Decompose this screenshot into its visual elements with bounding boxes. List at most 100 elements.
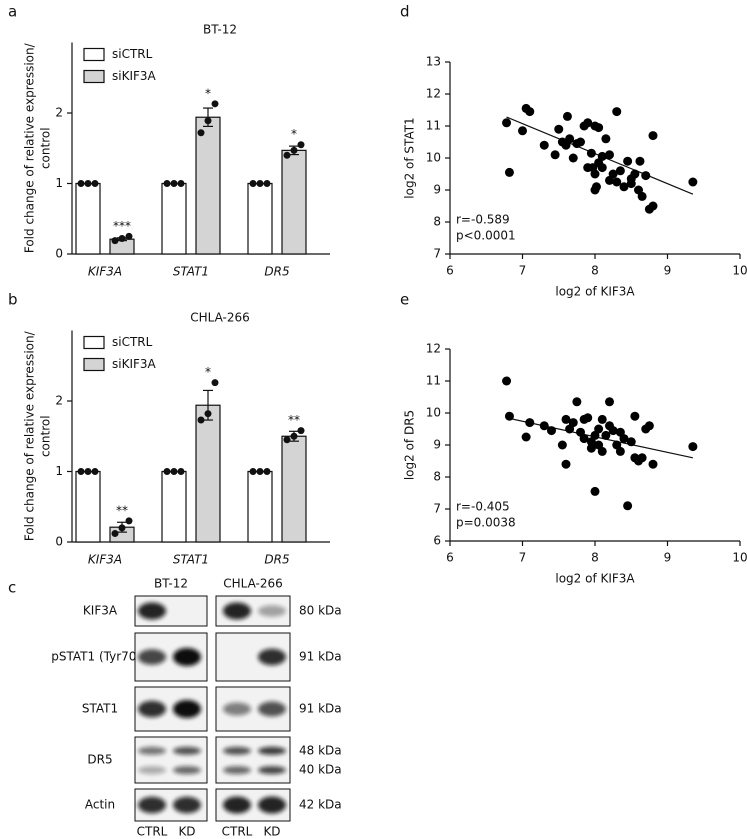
data-point: [249, 180, 257, 187]
band: [138, 700, 166, 718]
legend-swatch: [83, 357, 105, 372]
data-point: [579, 414, 589, 424]
data-point: [594, 123, 604, 133]
data-point: [111, 530, 119, 538]
cell-line-label: CHLA-266: [223, 577, 283, 591]
y-axis-label: Fold change of relative expression/: [23, 42, 37, 253]
x-tick-label: DR5: [264, 265, 289, 279]
data-point: [623, 501, 633, 511]
data-point: [626, 437, 636, 447]
significance-label: **: [288, 413, 300, 427]
size-label: 80 kDa: [299, 604, 342, 618]
y-tick-label: 13: [426, 55, 441, 69]
bar: [247, 470, 273, 543]
y-tick-label: 0: [55, 247, 63, 261]
data-point: [615, 166, 625, 176]
band: [258, 605, 286, 617]
y-tick-label: 8: [433, 470, 441, 484]
data-point: [204, 117, 212, 125]
data-point: [539, 421, 549, 431]
stat-label: p=0.0038: [456, 516, 516, 530]
row-label: STAT1: [82, 702, 118, 716]
stat-label: p<0.0001: [456, 229, 516, 243]
bar: [161, 470, 187, 543]
data-point: [249, 468, 257, 475]
data-point: [211, 379, 219, 387]
data-point: [525, 418, 535, 428]
data-point: [568, 418, 578, 428]
band: [173, 648, 201, 666]
data-point: [637, 191, 647, 201]
significance-label: *: [291, 127, 297, 141]
band: [173, 766, 201, 775]
data-point: [562, 111, 572, 121]
data-point: [688, 177, 698, 187]
panel-label: d: [400, 3, 410, 21]
band: [223, 796, 251, 814]
data-point: [612, 177, 622, 187]
data-point: [283, 436, 291, 444]
lane-label: CTRL: [137, 825, 168, 839]
band: [223, 746, 251, 755]
y-tick-label: 9: [433, 438, 441, 452]
data-point: [263, 468, 271, 475]
legend-label: siKIF3A: [112, 357, 157, 371]
band: [173, 746, 201, 755]
blot-frame: [215, 736, 291, 784]
data-point: [688, 442, 698, 452]
y-tick-label: 1: [55, 176, 63, 190]
x-tick-label: 7: [519, 264, 527, 278]
lane-label: KD: [263, 825, 280, 839]
data-point: [561, 414, 571, 424]
significance-label: *: [205, 365, 211, 379]
x-axis-label: log2 of KIF3A: [555, 572, 635, 586]
panel-label: e: [400, 291, 409, 309]
y-tick-label: 1: [55, 464, 63, 478]
data-point: [297, 141, 305, 149]
data-point: [572, 397, 582, 407]
data-point: [547, 426, 556, 436]
size-label: 91 kDa: [299, 650, 342, 664]
size-label: 91 kDa: [299, 702, 342, 716]
stat-label: r=-0.589: [456, 213, 510, 227]
data-point: [590, 169, 600, 179]
x-tick-label: 8: [591, 264, 599, 278]
data-point: [297, 427, 305, 435]
x-tick-label: 7: [519, 551, 527, 565]
fit-line: [506, 417, 694, 459]
x-tick-label: 8: [591, 551, 599, 565]
data-point: [608, 169, 618, 179]
band: [258, 796, 286, 814]
data-point: [170, 180, 178, 187]
data-point: [648, 131, 658, 141]
lane-label: CTRL: [222, 825, 253, 839]
data-point: [583, 163, 593, 173]
band: [223, 766, 251, 775]
x-tick-label: KIF3A: [88, 553, 122, 567]
data-point: [590, 486, 600, 496]
data-point: [557, 440, 567, 450]
y-tick-label: 11: [426, 119, 441, 133]
data-point: [550, 150, 560, 160]
x-tick-label: 6: [446, 551, 454, 565]
data-point: [204, 410, 212, 418]
band: [258, 701, 286, 717]
band: [258, 766, 286, 775]
band: [223, 602, 251, 620]
panel-label: b: [8, 291, 18, 309]
bar: [281, 435, 307, 543]
band: [138, 649, 166, 665]
y-axis-label: control: [39, 415, 53, 457]
cell-line-label: BT-12: [154, 577, 188, 591]
y-tick-label: 12: [426, 342, 441, 356]
size-label: 42 kDa: [299, 798, 342, 812]
bar: [75, 470, 101, 543]
data-point: [568, 153, 578, 163]
data-point: [579, 434, 589, 444]
row-label: Actin: [85, 798, 115, 812]
significance-label: ***: [113, 219, 131, 233]
data-point: [525, 107, 535, 117]
data-point: [619, 182, 629, 192]
band: [258, 648, 286, 666]
data-point: [630, 411, 640, 421]
